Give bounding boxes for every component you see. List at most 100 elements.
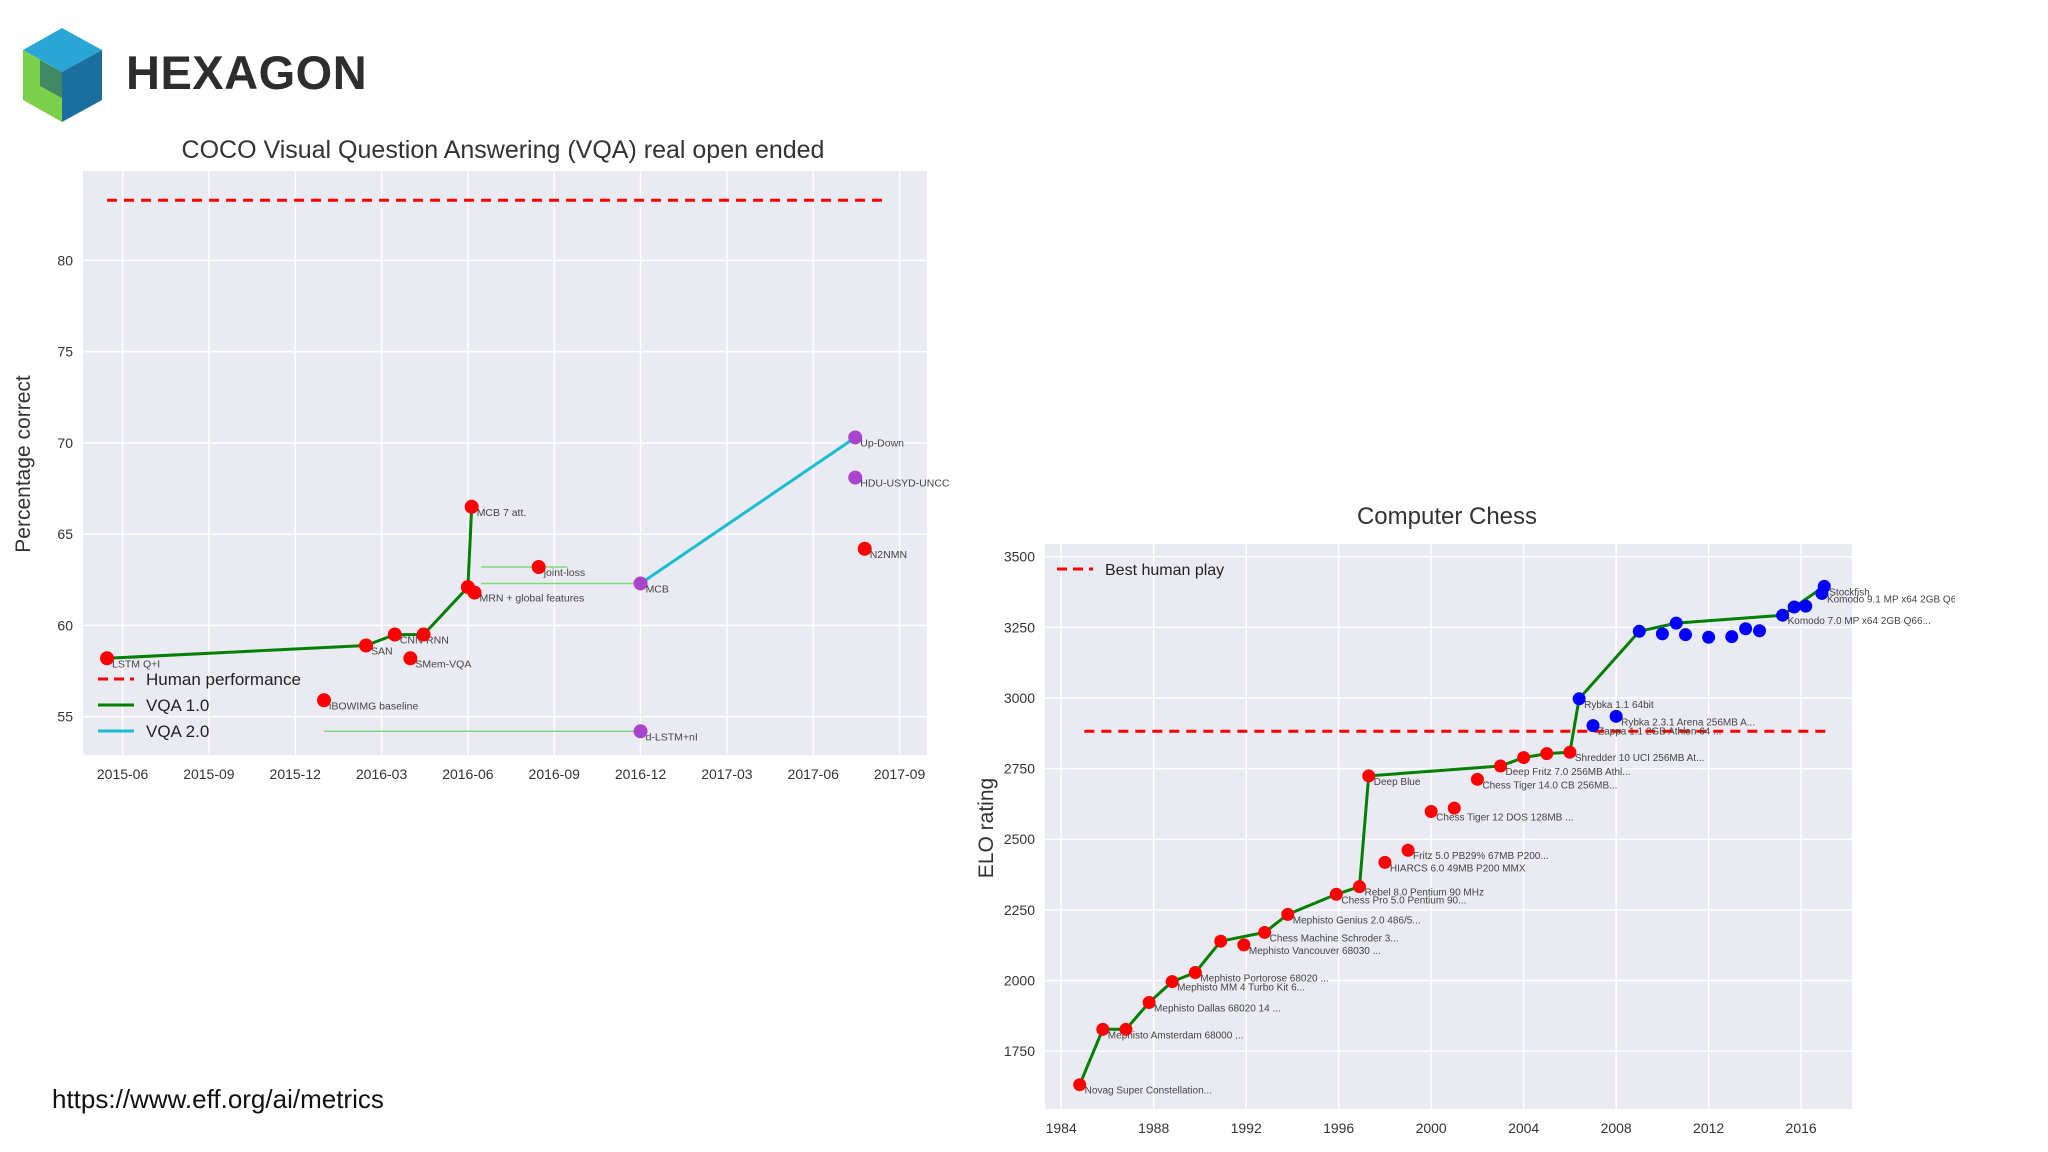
data-point-label: Up-Down — [860, 437, 904, 449]
data-point-label: MRN + global features — [480, 593, 585, 605]
data-point — [531, 560, 546, 575]
y-tick-label: 3250 — [1004, 619, 1035, 635]
x-tick-label: 2015-06 — [97, 766, 149, 782]
y-tick-label: 1750 — [1004, 1043, 1035, 1059]
data-point — [1258, 925, 1272, 939]
data-point-label: Mephisto Vancouver 68030 ... — [1249, 946, 1381, 957]
data-point — [387, 627, 402, 642]
data-point — [1401, 843, 1415, 857]
data-point — [633, 724, 648, 739]
data-point — [317, 693, 332, 708]
data-point-label: Mephisto Amsterdam 68000 ... — [1108, 1030, 1244, 1041]
y-axis-label: ELO rating — [975, 778, 998, 878]
x-tick-label: 2012 — [1693, 1120, 1724, 1136]
data-point-label: Mephisto MM 4 Turbo Kit 6... — [1177, 983, 1305, 994]
y-tick-label: 2750 — [1004, 761, 1035, 777]
chart-title: COCO Visual Question Answering (VQA) rea… — [182, 136, 825, 164]
data-point — [1329, 887, 1343, 901]
source-url[interactable]: https://www.eff.org/ai/metrics — [52, 1084, 384, 1114]
data-point — [1799, 599, 1813, 613]
legend-label: VQA 2.0 — [146, 722, 209, 741]
data-point — [1563, 745, 1577, 759]
x-tick-label: 2016-12 — [615, 766, 667, 782]
x-tick-label: 2016 — [1786, 1120, 1817, 1136]
data-point — [1586, 719, 1600, 733]
data-point — [1572, 692, 1586, 706]
data-point — [1739, 622, 1753, 636]
data-point — [1776, 608, 1790, 622]
data-point — [633, 576, 648, 591]
data-point — [1787, 600, 1801, 614]
data-point-label: N2NMN — [870, 549, 907, 561]
data-point — [1725, 630, 1739, 644]
chess-chart: Computer Chess ELO rating 1984 1988 1992 19… — [975, 503, 1955, 1136]
y-tick-label: 75 — [57, 344, 73, 360]
data-point-label: MCB — [646, 583, 669, 595]
logo-cube-right — [62, 50, 102, 122]
data-point — [1470, 772, 1484, 786]
data-point-label: Mephisto Genius 2.0 486/5... — [1293, 915, 1421, 926]
x-tick-label: 1988 — [1138, 1120, 1169, 1136]
data-point — [1165, 975, 1179, 989]
logo-cube-top — [23, 28, 102, 72]
data-point-label: Rebel 8.0 Pentium 90 MHz — [1364, 888, 1484, 899]
y-tick-label: 3500 — [1004, 549, 1035, 565]
x-tick-label: 2015-12 — [270, 766, 322, 782]
data-point — [1281, 907, 1295, 921]
data-point — [467, 585, 482, 600]
data-point-label: Novag Super Constellation... — [1085, 1086, 1212, 1097]
y-tick-label: 2500 — [1004, 831, 1035, 847]
data-point — [1494, 759, 1508, 773]
data-point-label: HIARCS 6.0 49MB P200 MMX — [1390, 863, 1526, 874]
data-point-label: Chess Tiger 14.0 CB 256MB... — [1482, 780, 1617, 791]
data-point-label: Mephisto Dallas 68020 14 ... — [1154, 1003, 1281, 1014]
data-point — [359, 638, 374, 653]
data-point-label: Chess Pro 5.0 Pentium 90... — [1341, 895, 1466, 906]
data-point-label: Chess Machine Schroder 3... — [1270, 933, 1399, 944]
data-point — [1753, 624, 1767, 638]
data-point-label: iBOWIMG baseline — [329, 700, 418, 712]
x-tick-label: 2015-09 — [183, 766, 235, 782]
data-point — [403, 651, 418, 666]
vqa-chart: COCO Visual Question Answering (VQA) rea… — [12, 136, 950, 782]
x-tick-label: 2016-06 — [442, 766, 494, 782]
data-point — [100, 651, 115, 666]
brand-name: HEXAGON — [126, 46, 368, 99]
data-point — [1447, 801, 1461, 815]
x-tick-label: 2016-03 — [356, 766, 408, 782]
data-point-label: Deep Blue — [1374, 777, 1421, 788]
x-tick-label: 1984 — [1046, 1120, 1077, 1136]
data-point — [1669, 616, 1683, 630]
x-tick-label: 2017-09 — [874, 766, 926, 782]
data-point — [1609, 709, 1623, 723]
data-point — [1362, 769, 1376, 783]
data-point — [1378, 855, 1392, 869]
data-point-label: Chess Tiger 12 DOS 128MB ... — [1436, 813, 1573, 824]
data-point — [1517, 751, 1531, 765]
data-point — [1632, 624, 1646, 638]
data-point-label: Fritz 5.0 PB29% 67MB P200... — [1413, 851, 1549, 862]
data-point — [848, 430, 863, 445]
y-tick-label: 70 — [57, 435, 73, 451]
data-point-label: Deep Fritz 7.0 256MB Athl... — [1506, 767, 1631, 778]
legend-label: VQA 1.0 — [146, 696, 209, 715]
hexagon-logo — [23, 28, 102, 122]
data-point — [464, 499, 479, 514]
data-point-label: MCB 7 att. — [477, 507, 527, 519]
data-point — [1142, 995, 1156, 1009]
data-point-label: Komodo 7.0 MP x64 2GB Q66... — [1788, 616, 1931, 627]
y-tick-label: 55 — [57, 709, 73, 725]
data-point-label: Stockfish — [1829, 587, 1870, 598]
x-tick-label: 1996 — [1323, 1120, 1354, 1136]
y-tick-label: 80 — [57, 252, 73, 268]
x-tick-label: 1992 — [1231, 1120, 1262, 1136]
data-point-label: d-LSTM+nI — [646, 731, 698, 743]
data-point — [1237, 938, 1251, 952]
y-tick-label: 3000 — [1004, 690, 1035, 706]
x-tick-label: 2016-09 — [529, 766, 581, 782]
data-point-label: Zappa 1.1 2GB Athlon 64 ... — [1598, 727, 1721, 738]
y-axis-label: Percentage correct — [12, 375, 35, 553]
data-point — [1679, 628, 1693, 642]
data-point — [857, 541, 872, 556]
data-point — [1655, 627, 1669, 641]
